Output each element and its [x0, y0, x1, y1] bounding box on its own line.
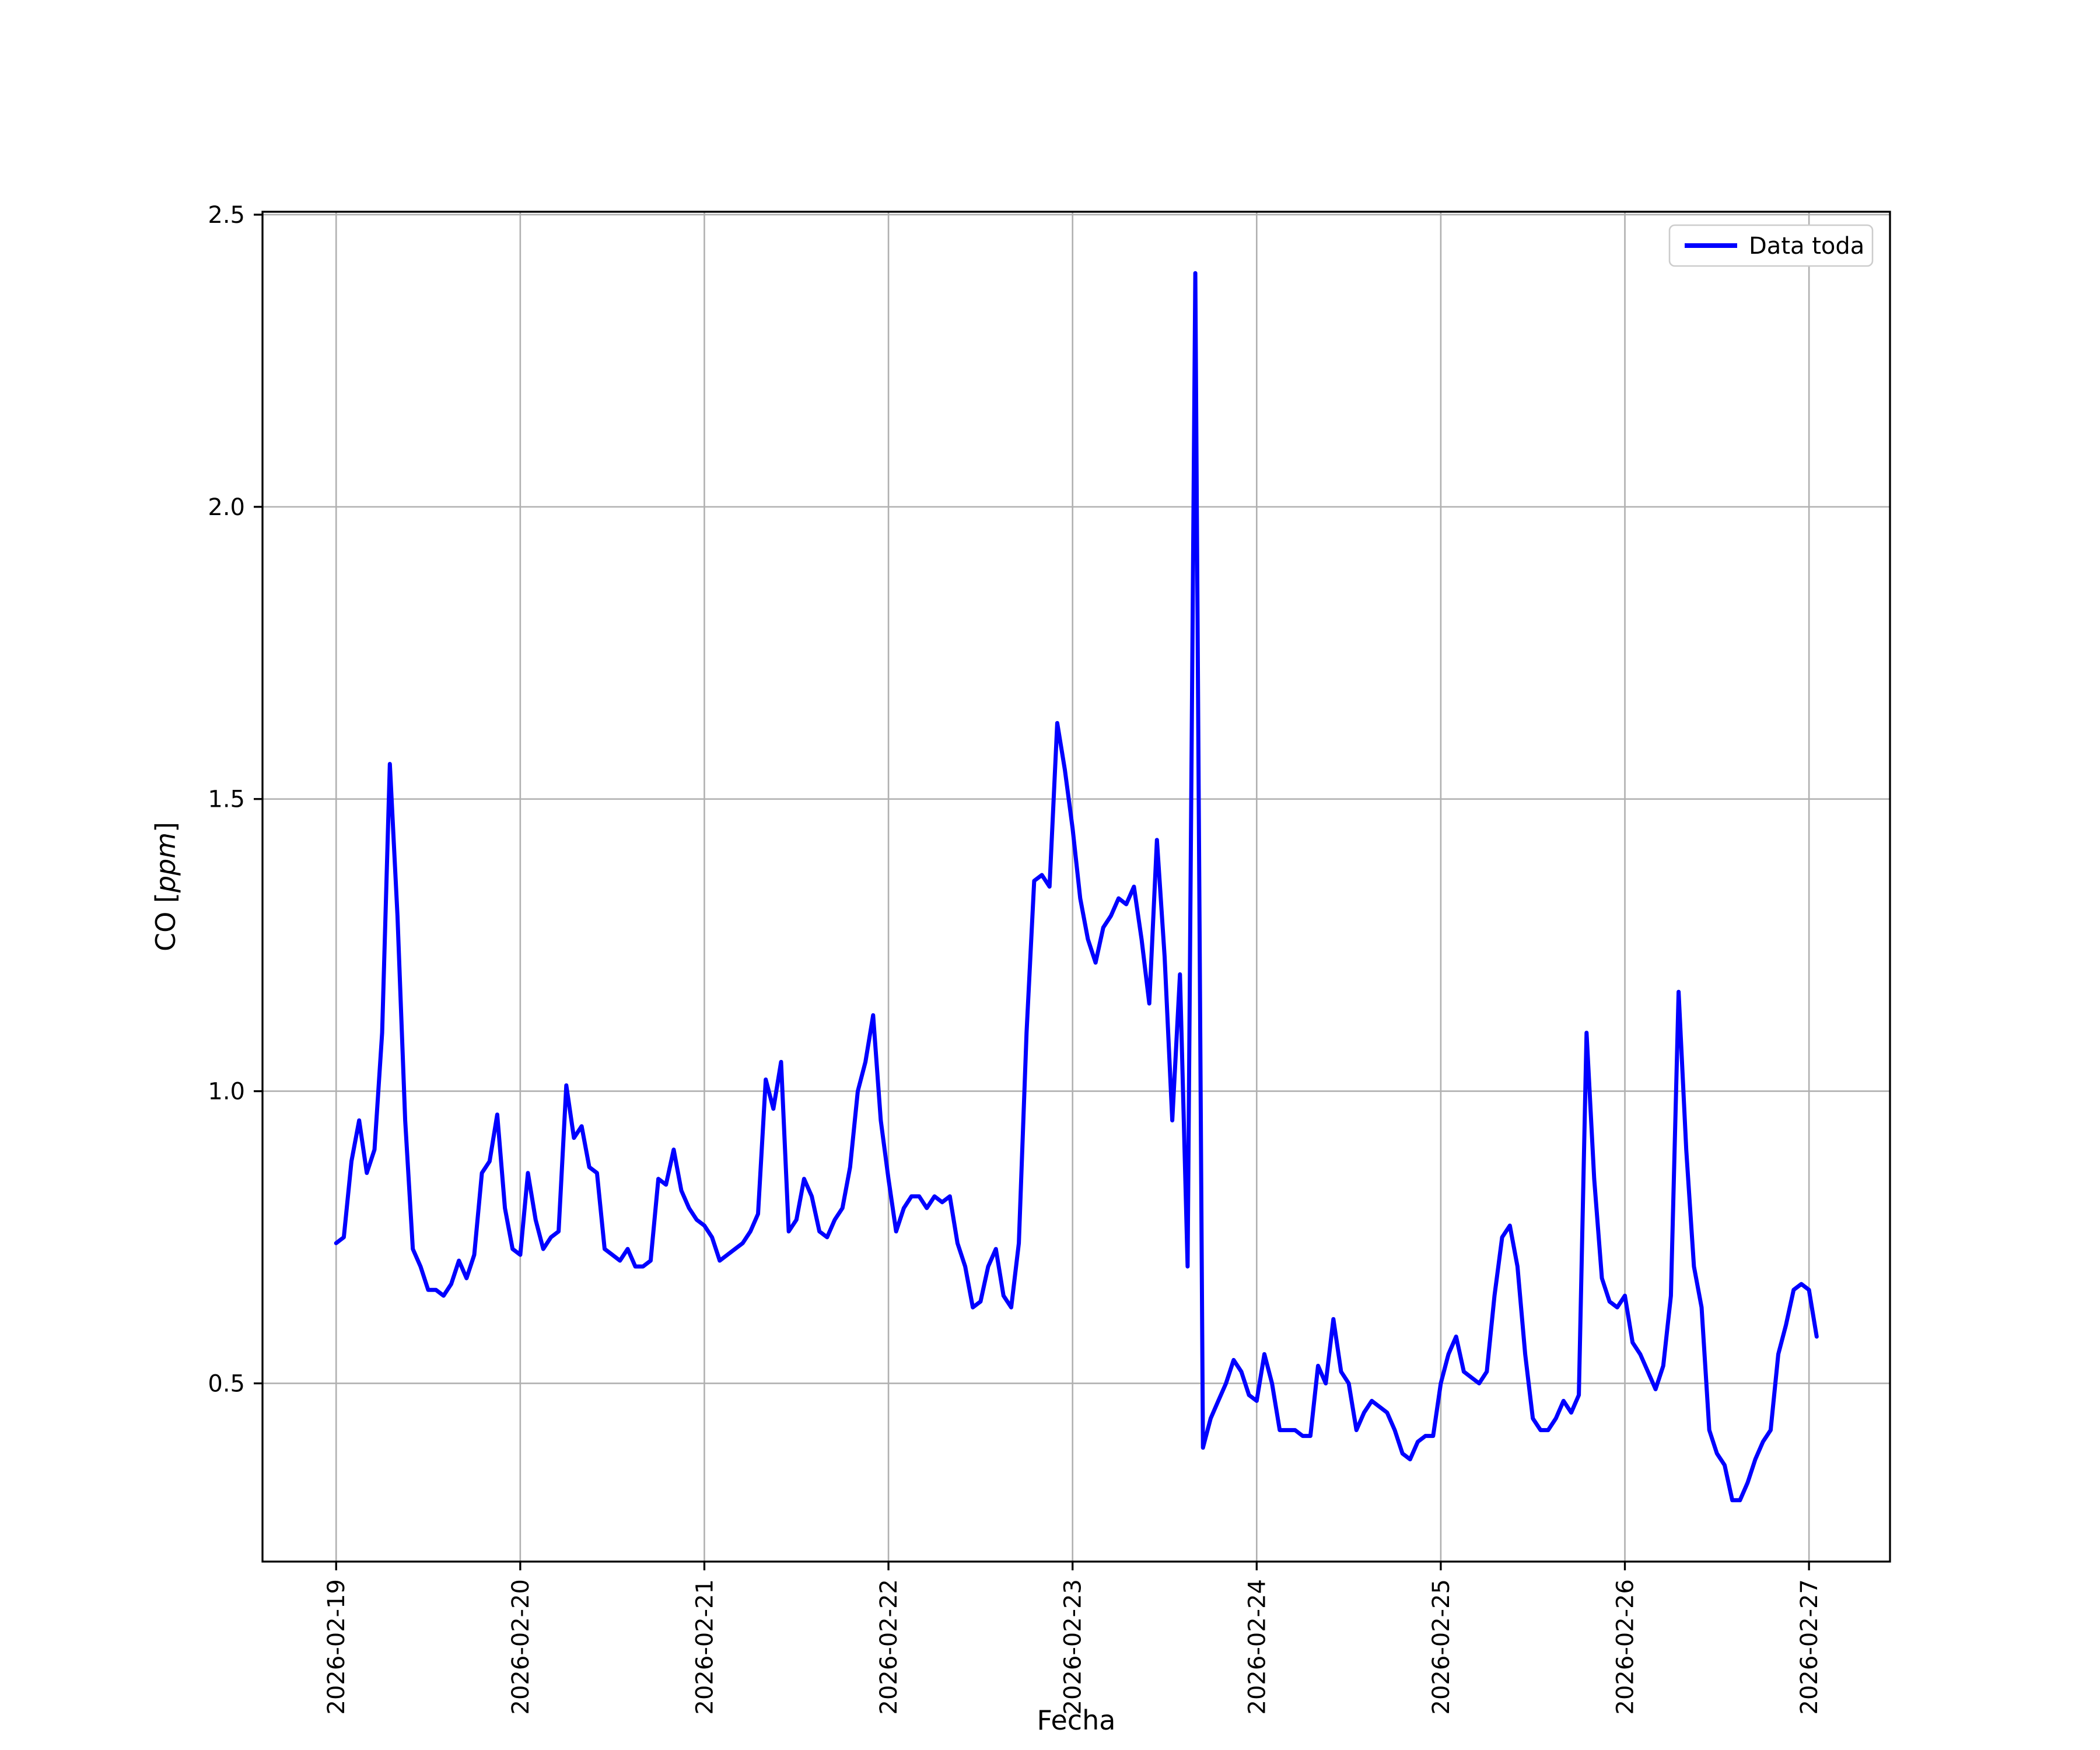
x-axis-label: Fecha — [1037, 1704, 1116, 1736]
x-tick-label: 2026-02-25 — [1428, 1579, 1455, 1714]
x-axis-tick-labels: 2026-02-19 2026-02-20 2026-02-21 2026-02-22… — [323, 1579, 1823, 1714]
x-tick-label: 2026-02-21 — [691, 1579, 718, 1714]
legend: Data toda — [1668, 224, 1874, 267]
y-tick-label: 1.5 — [208, 786, 245, 813]
x-tick-label: 2026-02-23 — [1060, 1579, 1087, 1714]
x-tick-label: 2026-02-19 — [323, 1579, 350, 1714]
grid-lines — [262, 212, 1890, 1562]
x-axis-ticks — [335, 1562, 1810, 1570]
plot-area — [262, 212, 1890, 1562]
y-axis-label: CO [ppm] — [150, 822, 181, 951]
x-tick-label: 2026-02-22 — [876, 1579, 902, 1714]
x-tick-label: 2026-02-24 — [1244, 1579, 1270, 1714]
x-tick-label: 2026-02-27 — [1796, 1579, 1823, 1714]
legend-label: Data toda — [1749, 233, 1864, 260]
y-tick-label: 2.5 — [208, 202, 245, 229]
x-tick-label: 2026-02-26 — [1612, 1579, 1639, 1714]
axes-border — [261, 211, 1891, 1563]
y-tick-label: 2.0 — [208, 494, 245, 521]
y-tick-label: 1.0 — [208, 1079, 245, 1105]
series-line-data-toda — [334, 271, 1819, 1503]
legend-box — [1668, 224, 1874, 267]
y-axis-ticks — [254, 214, 262, 1385]
y-axis-tick-labels: 0.5 1.0 1.5 2.0 2.5 — [208, 202, 245, 1397]
y-tick-label: 0.5 — [208, 1370, 245, 1397]
x-tick-label: 2026-02-20 — [508, 1579, 534, 1714]
